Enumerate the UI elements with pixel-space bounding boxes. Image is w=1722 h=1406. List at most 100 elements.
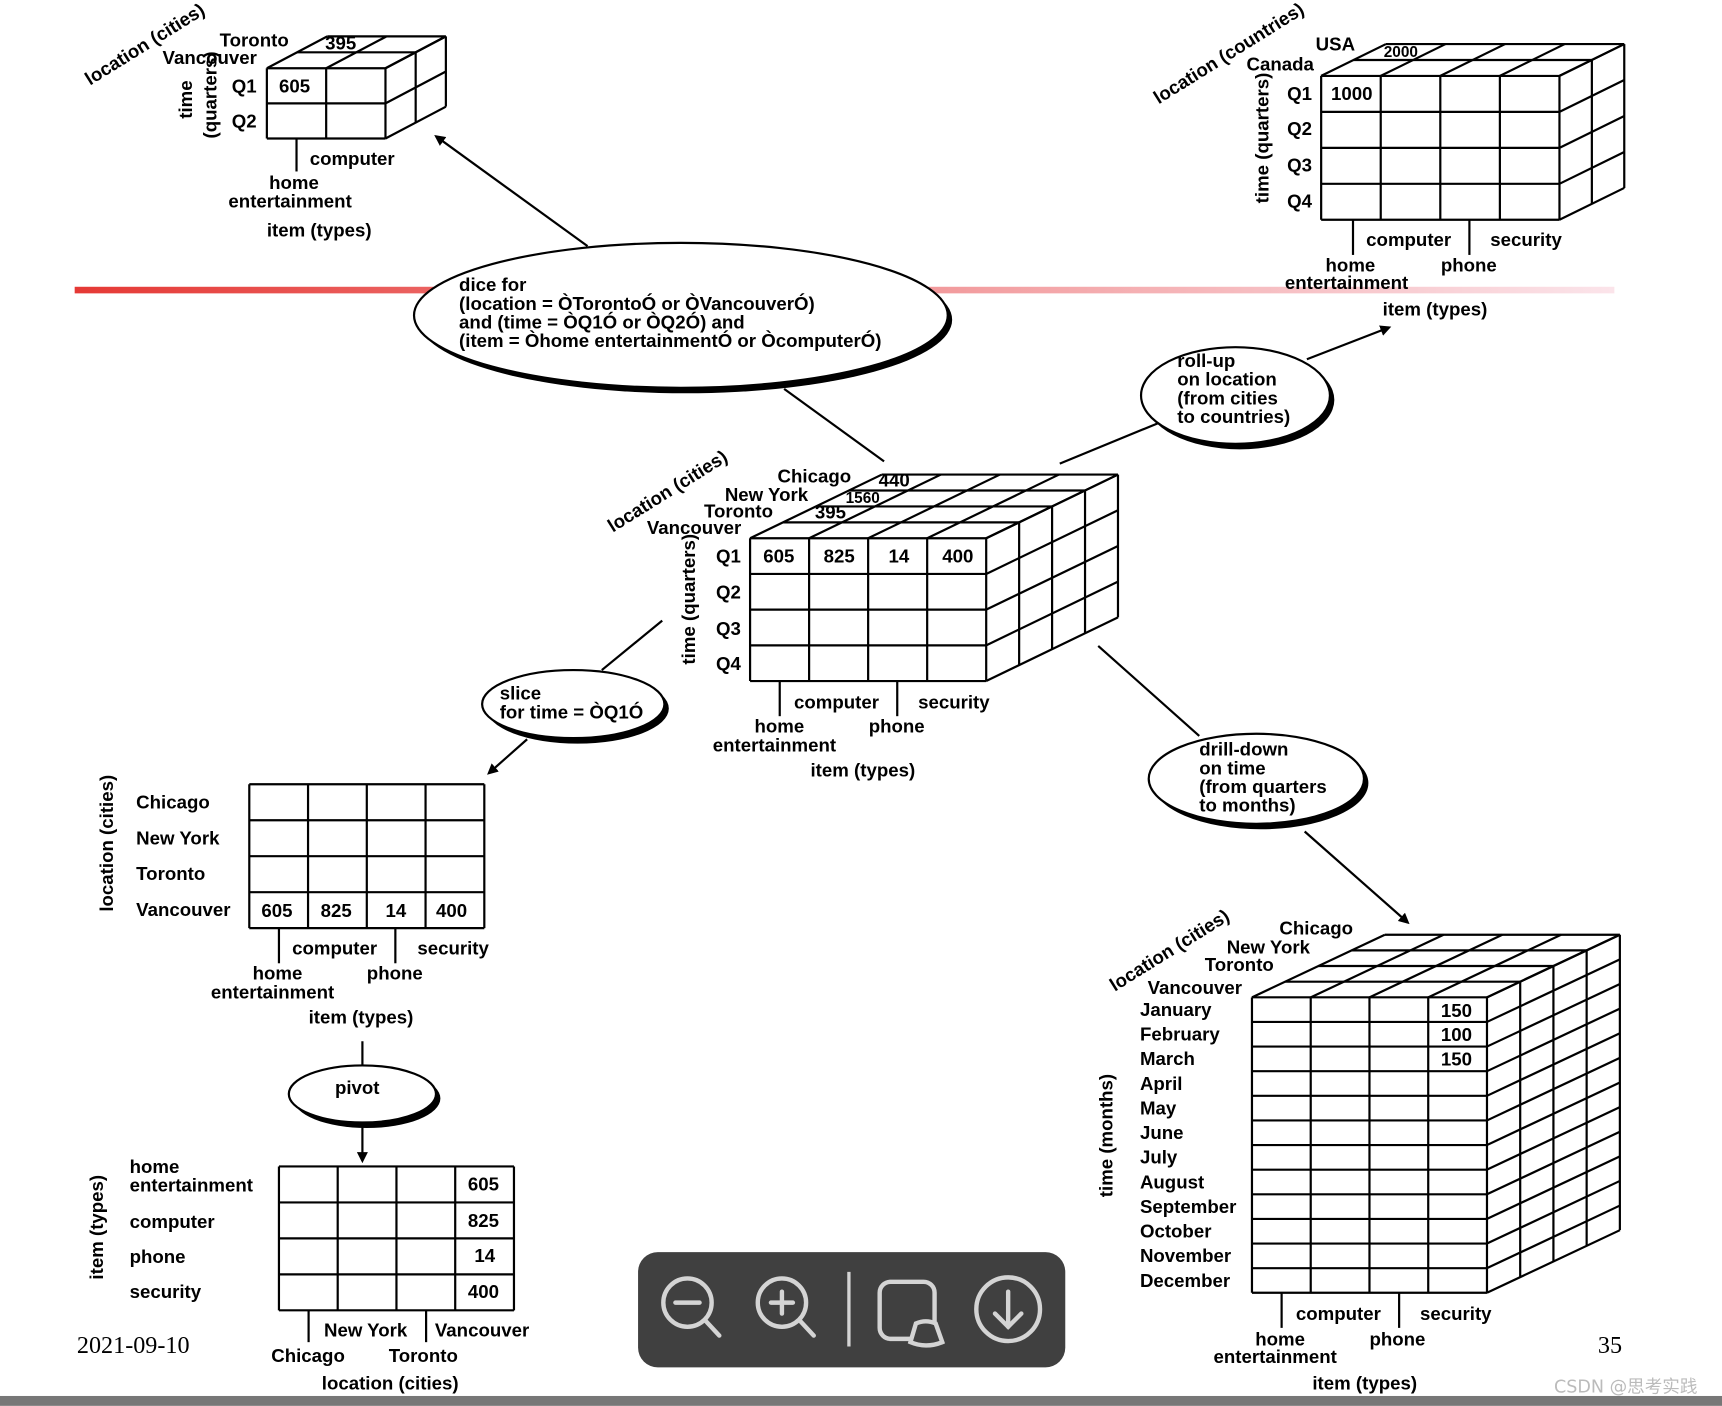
center-cube: location (cities) Chicago 440 New York 1… <box>604 446 990 781</box>
item-label: phone <box>367 963 423 984</box>
cell-value: 150 <box>1441 1000 1472 1021</box>
grid-line <box>1486 982 1621 1048</box>
line-dice <box>783 388 885 463</box>
row-label: Q3 <box>716 618 741 639</box>
line-slice <box>601 619 663 671</box>
grid-line <box>384 70 447 105</box>
item-label: computer <box>1366 229 1451 250</box>
cell-value: 1000 <box>1331 83 1373 104</box>
item-label: computer <box>1296 1303 1381 1324</box>
zoom-in-button[interactable] <box>755 1276 816 1338</box>
cube-grids <box>248 35 1626 1312</box>
row-label: New York <box>1227 936 1311 957</box>
dice-line: dice for <box>459 274 526 295</box>
cell-value: 395 <box>325 33 356 54</box>
city-label: Chicago <box>271 1345 345 1366</box>
time-axis-label: time <box>175 80 196 118</box>
item-label: home <box>1255 1328 1305 1349</box>
zoom-out-button[interactable] <box>661 1276 722 1338</box>
drilldown-line: drill-down <box>1199 739 1288 760</box>
item-label: home <box>269 172 319 193</box>
grid-line <box>325 35 388 70</box>
month-label: December <box>1140 1270 1230 1291</box>
grid-line <box>1558 43 1625 77</box>
item-label: entertainment <box>228 191 351 212</box>
drilldown-operation: drill-down on time (from quarters to mon… <box>1147 732 1369 830</box>
rollup-cube-grid <box>1320 42 1626 221</box>
row-label: home <box>130 1156 180 1177</box>
cell-value: 100 <box>1441 1024 1472 1045</box>
dice-operation: dice for (location = ÒTorontoÓ or ÒVanco… <box>412 241 953 394</box>
time-axis-label: time (months) <box>1095 1074 1116 1197</box>
item-label: home <box>754 716 804 737</box>
grid-line <box>1486 1056 1621 1122</box>
month-label: March <box>1140 1048 1195 1069</box>
dice-result-cube: location (cities) Toronto 395 Vancouver … <box>81 0 395 240</box>
month-label: February <box>1140 1024 1220 1045</box>
item-label: computer <box>292 937 377 958</box>
drilldown-cube-grid <box>1250 933 1621 1294</box>
fit-screen-button[interactable] <box>877 1279 946 1348</box>
item-label: security <box>1490 229 1562 250</box>
location-axis-label: location (cities) <box>81 0 208 89</box>
grid-line <box>867 473 1001 540</box>
grid-line <box>1486 1179 1621 1245</box>
item-label: entertainment <box>211 981 334 1002</box>
grid-line <box>1486 1106 1621 1171</box>
cell-value: 605 <box>468 1174 499 1195</box>
row-label: phone <box>130 1246 186 1267</box>
item-label: entertainment <box>1214 1346 1337 1367</box>
slice-line: slice <box>500 683 542 704</box>
rollup-line: to countries) <box>1177 406 1290 427</box>
slice-operation: slice for time = ÒQ1Ó <box>481 668 669 744</box>
grid-line <box>1486 1081 1621 1147</box>
slice-table-grid <box>248 783 486 930</box>
cell-value: 400 <box>468 1281 499 1302</box>
row-label: Q1 <box>232 75 257 96</box>
row-label: Q4 <box>716 653 742 674</box>
grid-line <box>1558 79 1625 113</box>
grid-line <box>985 544 1119 611</box>
month-label: January <box>1140 999 1212 1020</box>
grid-line <box>384 35 447 70</box>
item-axis-label: item (types) <box>1312 1372 1417 1393</box>
month-label: September <box>1140 1196 1236 1217</box>
dice-cube-grid <box>265 35 447 140</box>
watermark: CSDN @思考实践 <box>1554 1378 1697 1398</box>
grid-line <box>1320 43 1387 77</box>
cell-value: 400 <box>436 900 467 921</box>
slice-line: for time = ÒQ1Ó <box>500 701 644 722</box>
bottom-scrollbar[interactable] <box>0 1395 1722 1406</box>
cell-value: 395 <box>815 502 846 523</box>
grid-line <box>926 473 1060 540</box>
row-label: Chicago <box>778 465 852 486</box>
center-cube-grid <box>748 473 1120 683</box>
cell-value: 605 <box>261 900 292 921</box>
dice-line: (item = Òhome entertainmentÓ or Òcompute… <box>459 330 881 351</box>
grid-line <box>1380 43 1447 77</box>
item-label: computer <box>794 691 879 712</box>
item-label: computer <box>310 148 395 169</box>
drilldown-line: on time <box>1199 757 1265 778</box>
grid-line <box>1486 1229 1621 1294</box>
cell-value: 605 <box>279 75 310 96</box>
row-label: Vancouver <box>136 899 230 920</box>
row-label: Q2 <box>232 111 257 132</box>
pivot-result-table: item (types) home entertainment computer… <box>86 1156 529 1393</box>
row-label: Toronto <box>220 29 289 50</box>
month-label: July <box>1140 1147 1178 1168</box>
grid-line <box>808 473 942 540</box>
line-drilldown <box>1097 645 1200 737</box>
grid-line <box>1251 933 1386 999</box>
download-button[interactable] <box>974 1275 1043 1344</box>
grid-line <box>1486 933 1621 999</box>
cell-value: 14 <box>474 1245 495 1266</box>
row-label: Q3 <box>1287 154 1312 175</box>
grid-line <box>1427 933 1562 999</box>
row-label: USA <box>1316 34 1355 55</box>
cell-value: 14 <box>385 900 406 921</box>
row-label: Q2 <box>716 582 741 603</box>
rollup-operation: roll-up on location (from cities to coun… <box>1139 346 1335 450</box>
item-axis-label: item (types) <box>86 1175 107 1280</box>
